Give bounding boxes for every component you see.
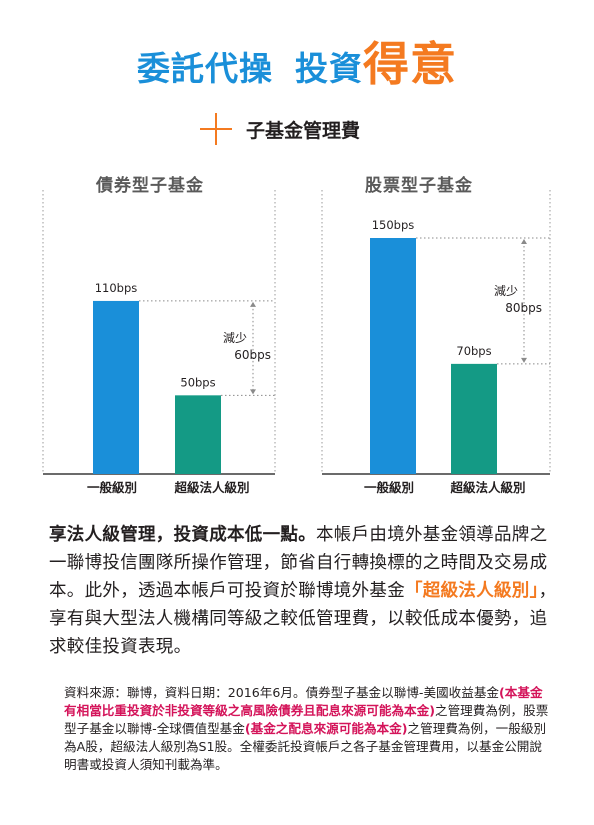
bond-value-label-2: 50bps	[180, 375, 215, 389]
equity-value-label-1: 150bps	[372, 218, 415, 232]
bond-reduction-value: 60bps	[234, 348, 271, 362]
note-s3: 之管理費為例，一般級別為A股，超級法人級別為S1股。全權委託投資帳戶之各子基金管…	[64, 721, 547, 772]
paragraph-lead: 享法人級管理，投資成本低一點。	[49, 525, 316, 545]
equity-bar-1	[370, 238, 416, 474]
equity-bar-2	[451, 363, 497, 474]
title-part3: 得意	[363, 37, 457, 91]
paragraph-text1: 本帳戶由境外基金領導品牌之一聯博投信團隊所操作管理，節省自行轉換標的之時間及交易…	[49, 525, 548, 601]
equity-bracket-arrow-down	[521, 357, 527, 363]
bond-chart-title: 債券型子基金	[96, 176, 204, 196]
bond-reduction-label: 減少	[223, 330, 247, 345]
note-r2: (基金之配息來源可能為本金)	[244, 721, 408, 736]
equity-value-label-2: 70bps	[456, 344, 491, 358]
equity-category-label-2: 超級法人級別	[449, 480, 525, 495]
description-paragraph: 享法人級管理，投資成本低一點。本帳戶由境外基金領導品牌之一聯博投信團隊所操作管理…	[49, 521, 559, 661]
bond-category-label-1: 一般級別	[87, 480, 137, 495]
bond-bar-2	[175, 395, 221, 474]
equity-chart-title: 股票型子基金	[365, 176, 473, 196]
bond-bracket-arrow-down	[250, 389, 256, 395]
paragraph-highlight: 「超級法人級別」	[405, 581, 539, 601]
note-r1: (本基金有相當比重投資於非投資等級之高風險債券且配息來源可能為本金)	[64, 685, 543, 718]
note-s1: 資料來源：聯博，資料日期：2016年6月。債券型子基金以聯博-美國收益基金	[64, 685, 500, 700]
equity-reduction-label: 減少	[494, 283, 518, 298]
title-part2: 投資	[295, 49, 363, 88]
subtitle-text: 子基金管理費	[246, 119, 361, 142]
source-note: 資料來源：聯博，資料日期：2016年6月。債券型子基金以聯博-美國收益基金(本基…	[64, 684, 554, 774]
plus-icon	[200, 113, 232, 145]
bond-category-label-2: 超級法人級別	[173, 480, 249, 495]
equity-category-label-1: 一般級別	[364, 480, 414, 495]
section-subtitle: 子基金管理費	[200, 112, 360, 146]
equity-reduction-value: 80bps	[505, 301, 542, 315]
bond-bracket-arrow-up	[250, 301, 256, 307]
page-title: 委託代操 投資得意	[0, 28, 594, 94]
bond-value-label-1: 110bps	[95, 281, 138, 295]
bond-bar-1	[93, 300, 139, 474]
paragraph-text2: ，享有與大型法人機構同等級之較低管理費，以較低成本優勢，追求較佳投資表現。	[49, 581, 557, 657]
title-part1: 委託代操	[137, 49, 273, 88]
bar-charts: 110bps 一般級別 50bps 超級法人級別 減少 60bps 150bps 一般級別 70…	[42, 190, 551, 495]
note-s2: 之管理費為例，股票型子基金以聯博-全球價值型基金	[64, 703, 549, 736]
equity-bracket-arrow-up	[521, 239, 527, 244]
